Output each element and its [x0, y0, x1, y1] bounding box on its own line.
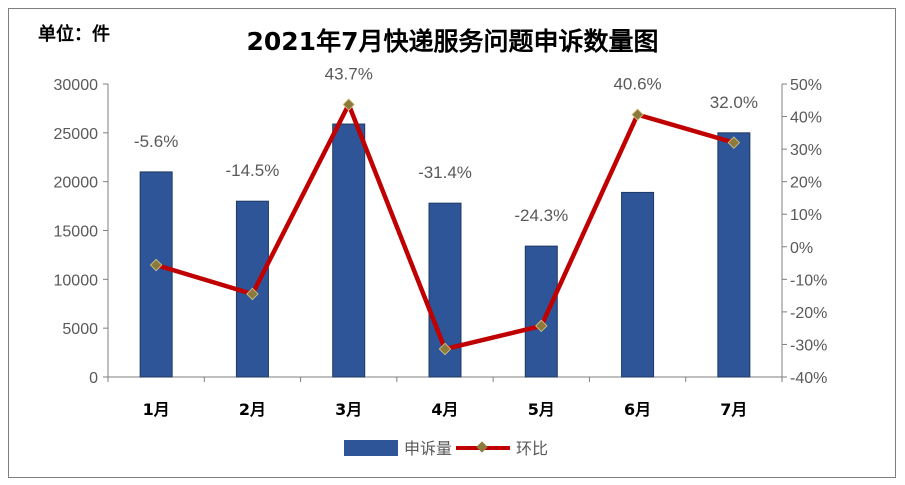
bar [717, 132, 751, 378]
line-point [727, 136, 741, 149]
left-tick-label: 10000 [54, 272, 99, 289]
data-label: -14.5% [225, 161, 279, 180]
legend-bar-swatch [344, 440, 398, 456]
line-point [631, 108, 644, 121]
data-label: 32.0% [710, 93, 758, 112]
x-tick-label: 1月 [143, 400, 170, 419]
data-label: -5.6% [134, 132, 178, 151]
line-point [438, 342, 452, 356]
bar [139, 171, 173, 378]
left-tick-label: 25000 [54, 126, 99, 143]
right-tick-label: 10% [790, 207, 822, 224]
data-labels: -5.6% -14.5% 43.7% -31.4% -24.3% 40.6% 32.0% [134, 65, 758, 226]
right-tick-label: -30% [790, 337, 827, 354]
right-tick-label: 0% [790, 240, 813, 257]
x-tick-label: 5月 [528, 400, 555, 419]
bar [524, 245, 558, 378]
data-label: 43.7% [325, 65, 373, 84]
legend: 申诉量 环比 [344, 439, 548, 458]
x-tick-label: 6月 [624, 400, 651, 419]
data-label: 40.6% [613, 75, 661, 94]
x-tick-label: 4月 [431, 400, 458, 419]
bar-series [139, 123, 751, 378]
right-tick-label: 30% [790, 142, 822, 159]
line-point [149, 258, 163, 272]
unit-label: 单位：件 [38, 24, 110, 45]
right-tick-label: -20% [790, 305, 827, 322]
right-tick-label: -40% [790, 370, 827, 387]
left-tick-label: 30000 [54, 77, 99, 94]
data-label: -24.3% [514, 206, 568, 225]
left-tick-label: 5000 [62, 321, 98, 338]
data-label: -31.4% [418, 163, 472, 182]
axes: 0 5000 10000 15000 20000 25000 30000 -40% -30% -2… [54, 77, 828, 419]
left-tick-label: 0 [89, 370, 98, 387]
x-tick-label: 7月 [720, 400, 747, 419]
line-point [246, 287, 259, 301]
right-tick-label: 40% [790, 110, 822, 127]
right-tick-label: -10% [790, 272, 827, 289]
x-tick-label: 3月 [335, 400, 362, 419]
right-tick-label: 50% [790, 77, 822, 94]
x-tick-label: 2月 [239, 400, 266, 419]
legend-marker-swatch [476, 441, 488, 453]
bar [332, 123, 366, 378]
chart-title: 2021年7月快递服务问题申诉数量图 [246, 27, 659, 56]
left-tick-label: 20000 [54, 175, 99, 192]
line-series [149, 98, 741, 356]
legend-bar-label: 申诉量 [404, 439, 452, 458]
right-tick-label: 20% [790, 175, 822, 192]
line-point [535, 319, 548, 333]
line-point [342, 98, 355, 111]
legend-line-label: 环比 [516, 439, 548, 458]
bar [621, 191, 655, 378]
left-tick-label: 15000 [54, 224, 99, 241]
